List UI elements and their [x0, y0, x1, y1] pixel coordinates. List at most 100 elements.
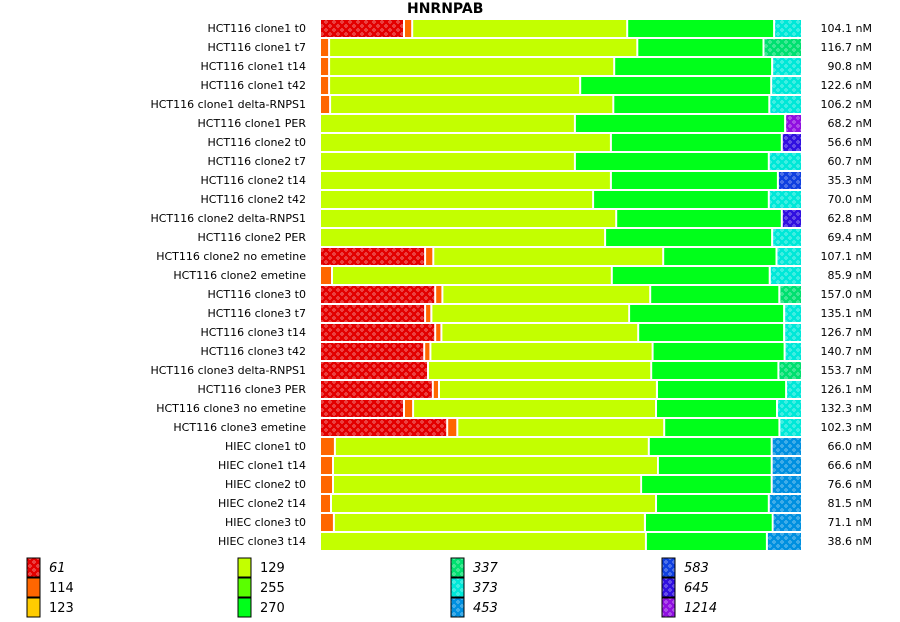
- bar-segment-645: [782, 210, 801, 227]
- row-total-label: 126.1 nM: [821, 383, 872, 396]
- row-total-label: 102.3 nM: [821, 421, 872, 434]
- bar-segment-114: [436, 324, 441, 341]
- bar-segment-129: [330, 39, 637, 56]
- bar-segment-61: [321, 362, 427, 379]
- bar-segment-129: [330, 58, 614, 75]
- bar-segment-453: [772, 476, 801, 493]
- bar-segment-129: [333, 267, 611, 284]
- bar-segment-114: [405, 20, 412, 37]
- bar-segment-114: [426, 248, 433, 265]
- bar-segment-453: [772, 457, 801, 474]
- totals-layer: 104.1 nM 116.7 nM 90.8 nM 122.6 nM 106.2 nM 6…: [821, 22, 872, 548]
- bar-segment-129: [335, 438, 648, 455]
- bar-segment-129: [334, 514, 644, 531]
- row-label: HCT116 clone3 emetine: [173, 421, 306, 434]
- bar-segment-270: [658, 381, 786, 398]
- row-label: HIEC clone1 t14: [218, 459, 306, 472]
- bar-row: [321, 248, 801, 265]
- row-total-label: 107.1 nM: [821, 250, 872, 263]
- legend-label-61: 61: [49, 561, 66, 576]
- legend-label-337: 337: [473, 561, 499, 576]
- bar-row: [321, 514, 801, 531]
- row-label: HCT116 clone3 t14: [200, 326, 306, 339]
- row-total-label: 56.6 nM: [828, 136, 872, 149]
- row-label: HIEC clone3 t14: [218, 535, 306, 548]
- bar-segment-453: [773, 514, 801, 531]
- bar-segment-270: [615, 58, 772, 75]
- bar-row: [321, 476, 801, 493]
- bar-segment-129: [321, 172, 610, 189]
- bar-segment-373: [785, 343, 801, 360]
- row-label: HCT116 clone2 PER: [198, 231, 307, 244]
- bar-segment-373: [785, 305, 801, 322]
- bar-segment-61: [321, 20, 403, 37]
- bar-segment-645: [782, 134, 801, 151]
- bar-segment-373: [769, 191, 801, 208]
- bar-row: [321, 115, 801, 132]
- bar-segment-270: [617, 210, 781, 227]
- bar-row: [321, 495, 801, 512]
- bar-row: [321, 286, 801, 303]
- bar-row: [321, 229, 801, 246]
- row-label: HCT116 clone1 t14: [200, 60, 306, 73]
- row-label: HIEC clone2 t14: [218, 497, 306, 510]
- row-label: HCT116 clone2 no emetine: [156, 250, 306, 263]
- bar-row: [321, 39, 801, 56]
- legend-label-129: 129: [260, 561, 285, 576]
- bars-layer: [321, 20, 801, 550]
- legend: 61 114 123 129 255 270 337 373 453 583 645 1214: [26, 557, 717, 618]
- bar-row: [321, 457, 801, 474]
- bar-segment-129: [321, 533, 645, 550]
- bar-row: [321, 153, 801, 170]
- legend-swatch-114: [26, 577, 41, 598]
- bar-segment-270: [651, 286, 779, 303]
- row-total-label: 35.3 nM: [828, 174, 872, 187]
- bar-row: [321, 20, 801, 37]
- row-label: HCT116 clone2 t0: [207, 136, 306, 149]
- bar-segment-114: [405, 400, 413, 417]
- bar-segment-129: [321, 210, 616, 227]
- bar-row: [321, 58, 801, 75]
- bar-row: [321, 438, 801, 455]
- row-label: HIEC clone3 t0: [225, 516, 306, 529]
- legend-swatch-123: [26, 597, 41, 618]
- row-label: HCT116 clone3 t7: [207, 307, 306, 320]
- bar-row: [321, 419, 801, 436]
- bar-segment-114: [321, 58, 329, 75]
- bar-segment-270: [638, 39, 763, 56]
- bar-segment-270: [575, 153, 768, 170]
- bar-segment-373: [778, 400, 801, 417]
- legend-swatch-453: [450, 597, 465, 618]
- bar-segment-129: [440, 381, 656, 398]
- bar-segment-373: [775, 20, 801, 37]
- bar-segment-1214: [786, 115, 801, 132]
- row-label: HCT116 clone1 t0: [207, 22, 306, 35]
- bar-segment-114: [321, 476, 332, 493]
- bar-segment-373: [772, 77, 801, 94]
- bar-segment-129: [434, 248, 663, 265]
- bar-segment-373: [769, 153, 801, 170]
- bar-segment-129: [331, 96, 613, 113]
- legend-swatch-645: [661, 577, 676, 598]
- row-label: HCT116 clone2 emetine: [173, 269, 306, 282]
- row-total-label: 132.3 nM: [821, 402, 872, 415]
- row-total-label: 106.2 nM: [821, 98, 872, 111]
- row-total-label: 70.0 nM: [828, 193, 872, 206]
- bar-segment-129: [432, 305, 629, 322]
- row-total-label: 153.7 nM: [821, 364, 872, 377]
- bar-segment-270: [639, 324, 784, 341]
- bar-segment-270: [657, 495, 768, 512]
- bar-segment-114: [321, 96, 330, 113]
- bar-segment-270: [664, 248, 776, 265]
- bar-segment-270: [611, 172, 777, 189]
- bar-segment-453: [772, 438, 801, 455]
- bar-segment-270: [646, 514, 772, 531]
- bar-segment-114: [425, 343, 430, 360]
- bar-segment-270: [646, 533, 766, 550]
- bar-segment-129: [330, 77, 580, 94]
- legend-label-114: 114: [49, 581, 74, 596]
- bar-segment-114: [321, 457, 332, 474]
- bar-row: [321, 96, 801, 113]
- legend-label-645: 645: [684, 581, 709, 596]
- row-total-label: 135.1 nM: [821, 307, 872, 320]
